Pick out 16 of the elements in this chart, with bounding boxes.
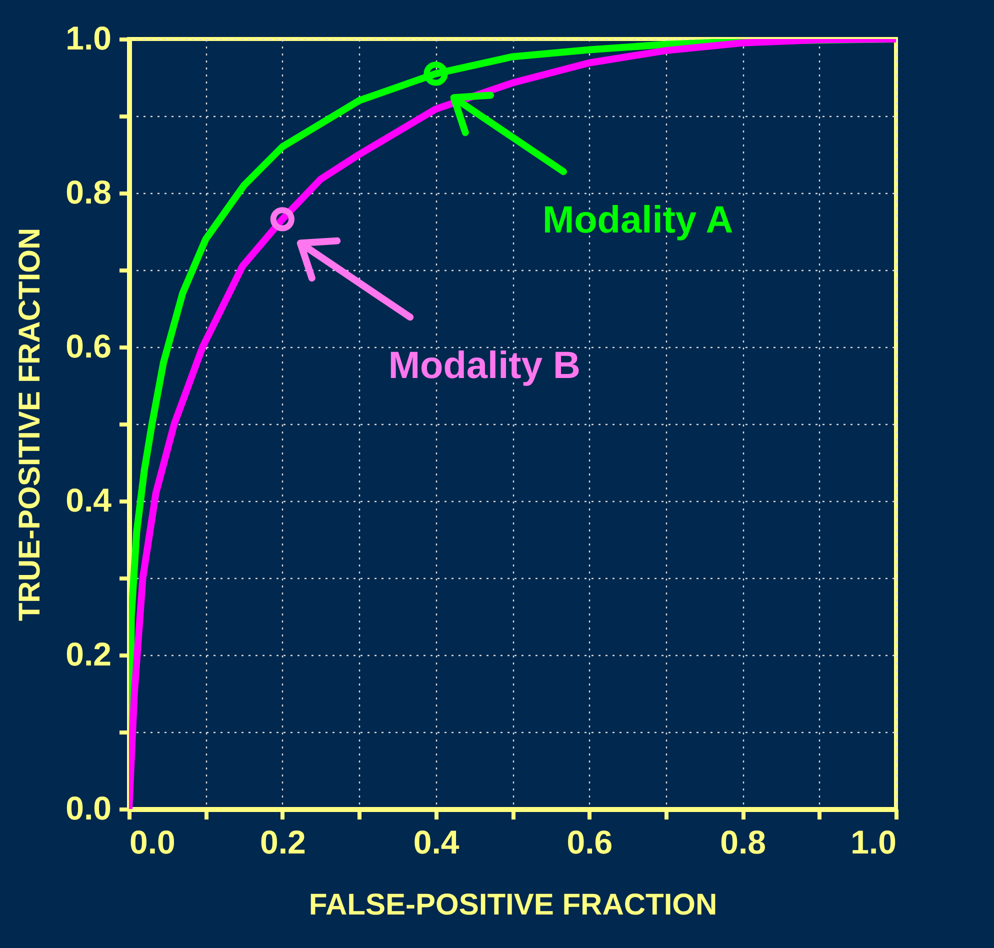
y-tick-label: 0.8 [66, 174, 112, 210]
y-axis-title: TRUE-POSITIVE FRACTION [14, 228, 47, 622]
x-tick-label: 0.6 [566, 824, 613, 860]
y-tick-label: 1.0 [66, 20, 112, 56]
annotation: Modality A [542, 200, 734, 242]
x-axis-title: FALSE-POSITIVE FRACTION [308, 888, 718, 922]
y-tick-label: 0.6 [66, 328, 112, 364]
annotation: Modality B [388, 345, 580, 388]
y-tick-label: 0.4 [66, 482, 112, 518]
x-tick-label: 0.0 [130, 824, 176, 860]
x-tick-label: 0.2 [260, 824, 306, 860]
y-tick-label: 0.2 [66, 636, 112, 672]
y-tick-label: 0.0 [66, 790, 112, 826]
x-tick-label: 1.0 [850, 824, 896, 860]
x-tick-label: 0.4 [413, 824, 460, 860]
x-tick-label: 0.8 [720, 824, 766, 860]
